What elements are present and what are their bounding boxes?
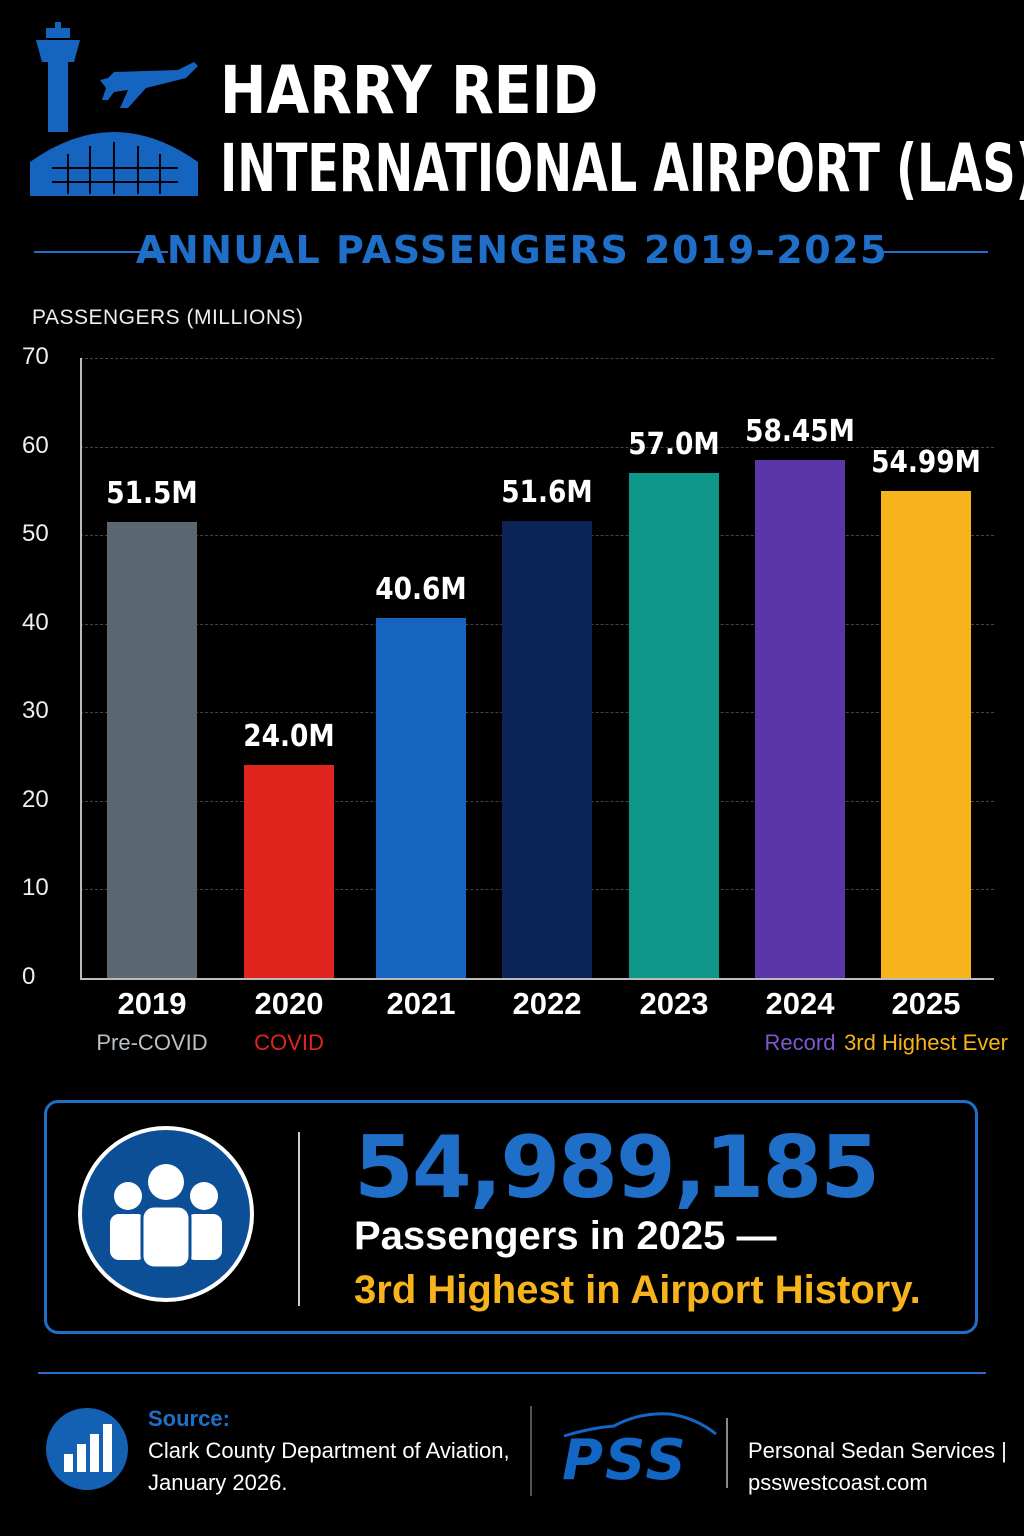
y-tick-label: 70	[22, 343, 49, 370]
x-tick-label: 2024	[765, 986, 835, 1021]
brand-divider	[726, 1418, 728, 1488]
grid-line	[80, 446, 994, 448]
subtitle-rule-right	[880, 251, 988, 253]
page-title-line2: INTERNATIONAL AIRPORT (LAS)	[220, 130, 1024, 207]
category-note: Record	[764, 1030, 836, 1055]
y-tick-label: 50	[22, 520, 49, 548]
bar	[376, 618, 466, 978]
x-tick-label: 2020	[254, 986, 324, 1021]
x-tick-label: 2023	[639, 986, 709, 1021]
bar	[502, 520, 592, 978]
source-text-line2: January 2026.	[148, 1470, 288, 1495]
x-tick-label: 2019	[117, 986, 187, 1021]
bar	[881, 490, 971, 978]
y-tick-label: 0	[22, 963, 36, 990]
x-axis-line	[80, 978, 994, 980]
source-title: Source:	[148, 1406, 230, 1431]
callout-text-line2: 3rd Highest in Airport History.	[354, 1268, 921, 1312]
chart-subtitle: ANNUAL PASSENGERS 2019–2025	[135, 228, 889, 272]
footer-divider	[530, 1406, 532, 1496]
airport-tower-plane-icon	[30, 22, 198, 196]
bar-chart-icon	[46, 1408, 128, 1490]
bar	[244, 765, 334, 978]
footer-rule	[38, 1372, 986, 1374]
bar	[755, 460, 845, 978]
source-text-line1: Clark County Department of Aviation,	[148, 1438, 510, 1463]
data-label: 51.5M	[106, 475, 198, 511]
y-tick-label: 10	[22, 874, 49, 902]
highlight-callout	[44, 1100, 978, 1334]
y-axis-line	[80, 358, 82, 978]
data-label: 57.0M	[628, 427, 720, 463]
page-title-line1: HARRY REID	[220, 52, 599, 129]
data-label: 40.6M	[375, 572, 467, 608]
x-tick-label: 2025	[891, 986, 961, 1021]
bar	[107, 521, 197, 978]
data-label: 54.99M	[871, 444, 981, 480]
y-axis-label: PASSENGERS (MILLIONS)	[32, 306, 304, 329]
bar-chart: 0 10 20 30 40 50 60 70 51.5M 2019 Pre-COVID 24.0M 20…	[22, 343, 1008, 1055]
category-note: 3rd Highest Ever	[844, 1030, 1008, 1055]
passenger-count: 54,989,185	[354, 1118, 880, 1218]
y-tick-label: 30	[22, 697, 49, 725]
callout-text-line1: Passengers in 2025 —	[354, 1214, 777, 1258]
subtitle-rule-left	[34, 251, 168, 253]
y-tick-label: 40	[22, 608, 49, 636]
data-label: 24.0M	[243, 719, 335, 755]
brand-url[interactable]: psswestcoast.com	[748, 1470, 928, 1495]
bar	[629, 473, 719, 978]
data-label: 51.6M	[501, 474, 593, 510]
data-label: 58.45M	[745, 414, 855, 450]
category-note: Pre-COVID	[96, 1030, 208, 1055]
car-outline-icon	[563, 1412, 717, 1438]
category-note: COVID	[254, 1030, 324, 1055]
callout-divider	[298, 1132, 300, 1306]
x-tick-label: 2022	[512, 986, 582, 1021]
grid-line	[80, 358, 994, 359]
y-tick-label: 60	[22, 431, 49, 459]
brand-name: Personal Sedan Services |	[748, 1438, 1007, 1463]
brand-logo-text: PSS	[562, 1428, 688, 1493]
x-tick-label: 2021	[386, 986, 456, 1021]
people-group-icon	[78, 1126, 254, 1302]
y-tick-label: 20	[22, 785, 49, 813]
